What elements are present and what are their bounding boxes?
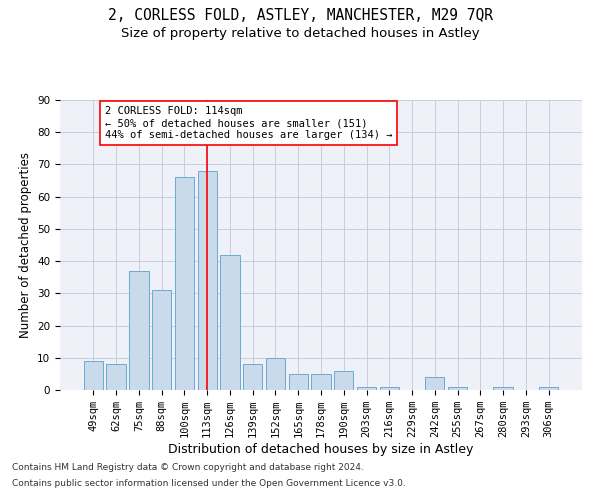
Bar xyxy=(175,178,194,390)
Bar xyxy=(334,370,353,390)
Bar xyxy=(539,387,558,390)
Text: 2, CORLESS FOLD, ASTLEY, MANCHESTER, M29 7QR: 2, CORLESS FOLD, ASTLEY, MANCHESTER, M29… xyxy=(107,8,493,22)
Text: Distribution of detached houses by size in Astley: Distribution of detached houses by size … xyxy=(169,442,473,456)
Bar xyxy=(152,290,172,390)
Bar xyxy=(493,387,513,390)
Bar xyxy=(448,387,467,390)
Bar xyxy=(425,377,445,390)
Bar xyxy=(197,171,217,390)
Text: Size of property relative to detached houses in Astley: Size of property relative to detached ho… xyxy=(121,28,479,40)
Bar xyxy=(289,374,308,390)
Bar xyxy=(380,387,399,390)
Bar xyxy=(266,358,285,390)
Bar xyxy=(311,374,331,390)
Bar xyxy=(106,364,126,390)
Text: Contains HM Land Registry data © Crown copyright and database right 2024.: Contains HM Land Registry data © Crown c… xyxy=(12,464,364,472)
Bar xyxy=(220,254,239,390)
Bar xyxy=(84,361,103,390)
Bar xyxy=(243,364,262,390)
Text: Contains public sector information licensed under the Open Government Licence v3: Contains public sector information licen… xyxy=(12,478,406,488)
Bar xyxy=(129,271,149,390)
Text: 2 CORLESS FOLD: 114sqm
← 50% of detached houses are smaller (151)
44% of semi-de: 2 CORLESS FOLD: 114sqm ← 50% of detached… xyxy=(105,106,392,140)
Bar xyxy=(357,387,376,390)
Y-axis label: Number of detached properties: Number of detached properties xyxy=(19,152,32,338)
